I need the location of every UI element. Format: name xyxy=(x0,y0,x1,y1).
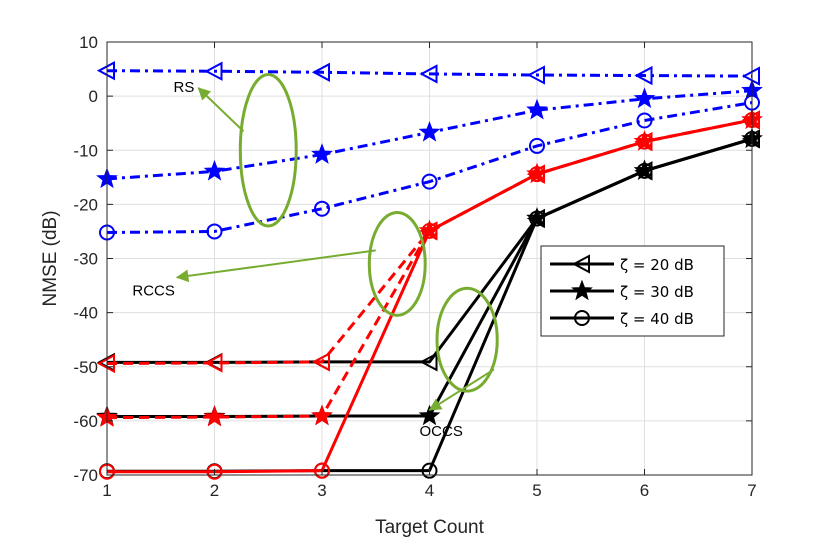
data-point xyxy=(529,166,545,183)
y-tick-label: -70 xyxy=(73,466,98,485)
data-point xyxy=(636,162,653,179)
data-point xyxy=(529,210,545,227)
annotation-arrow-head xyxy=(175,269,190,283)
data-point xyxy=(314,462,330,479)
data-point xyxy=(636,133,653,150)
y-tick-label: -20 xyxy=(73,195,98,214)
series-rs-40-db xyxy=(99,94,760,241)
annotation-ellipse xyxy=(435,286,499,393)
tick-labels: 1 2 3 4 5 6 7 10 0 -10 -20 -30 -40 -50 -60 -70 xyxy=(73,33,756,500)
data-point xyxy=(526,65,545,85)
annotation-rccs: RCCS xyxy=(132,210,427,317)
x-tick-label: 5 xyxy=(532,481,541,500)
data-point xyxy=(314,200,330,217)
legend-label: ζ = 30 dB xyxy=(620,283,694,301)
data-point xyxy=(421,173,438,190)
data-point xyxy=(634,65,653,86)
x-tick-label: 3 xyxy=(317,481,326,500)
legend-entry-40-db: ζ = 40 dB xyxy=(550,310,694,328)
x-tick-label: 1 xyxy=(102,481,111,500)
y-tick-label: -40 xyxy=(73,304,98,323)
data-point xyxy=(311,404,333,426)
annotation-ellipse xyxy=(238,72,298,228)
data-point xyxy=(311,352,330,372)
data-point xyxy=(529,137,545,154)
x-tick-label: 6 xyxy=(640,481,649,500)
annotation-label: RCCS xyxy=(132,282,175,299)
data-point xyxy=(419,64,438,84)
legend-marker xyxy=(571,254,590,274)
data-point xyxy=(206,223,223,240)
annotation-label: RS xyxy=(174,79,195,96)
legend-label: ζ = 20 dB xyxy=(620,256,694,274)
x-axis-title: Target Count xyxy=(375,517,485,538)
data-point xyxy=(206,463,223,480)
x-tick-label: 2 xyxy=(210,481,219,500)
legend-marker xyxy=(574,310,590,326)
y-tick-label: -50 xyxy=(73,358,98,377)
y-tick-label: 10 xyxy=(79,33,98,52)
y-tick-label: -60 xyxy=(73,412,98,431)
data-point xyxy=(633,87,656,109)
series-line xyxy=(106,69,753,78)
data-point xyxy=(418,404,441,426)
data-point xyxy=(421,462,438,479)
y-tick-label: 0 xyxy=(89,87,98,106)
data-point xyxy=(311,62,330,82)
data-point xyxy=(421,222,438,239)
y-tick-label: -30 xyxy=(73,250,98,269)
data-point xyxy=(203,405,226,427)
annotation-arrow-head xyxy=(428,398,443,411)
annotation-arrow-shaft xyxy=(428,368,495,411)
data-point xyxy=(203,159,226,181)
annotation-occs: OCCS xyxy=(420,286,499,440)
data-point xyxy=(636,112,653,129)
legend-entry-30-db: ζ = 30 dB xyxy=(550,279,694,301)
annotation-rs: RS xyxy=(174,72,298,228)
data-point xyxy=(204,61,223,81)
series-line xyxy=(106,101,753,235)
y-axis-title: NMSE (dB) xyxy=(40,210,61,306)
legend: ζ = 20 dB ζ = 30 dB ζ = 40 dB xyxy=(540,245,725,337)
ticks xyxy=(106,41,753,476)
data-point xyxy=(204,353,223,373)
x-tick-label: 7 xyxy=(747,481,756,500)
legend-entry-20-db: ζ = 20 dB xyxy=(550,254,694,274)
data-point xyxy=(418,120,441,142)
x-tick-label: 4 xyxy=(425,481,434,500)
legend-label: ζ = 40 dB xyxy=(620,310,694,328)
annotation-ellipse xyxy=(367,210,427,317)
annotation-label: OCCS xyxy=(420,423,463,440)
legend-marker xyxy=(571,279,593,301)
data-point xyxy=(311,143,333,164)
y-tick-label: -10 xyxy=(73,141,98,160)
annotation-layer: RS RCCS OCCS xyxy=(132,72,499,440)
data-point xyxy=(526,98,548,120)
annotation-arrow-shaft xyxy=(176,249,376,279)
annotation-arrow-head xyxy=(197,87,212,101)
data-point xyxy=(419,352,438,372)
